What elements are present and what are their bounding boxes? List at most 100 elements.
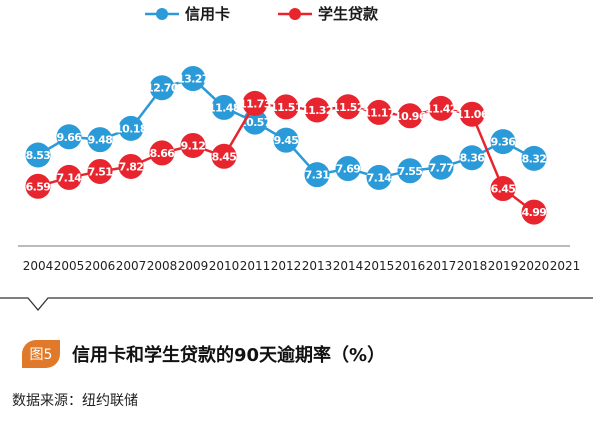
data-label: 9.66: [57, 131, 83, 144]
data-point: [118, 115, 144, 141]
data-label: 7.51: [88, 165, 113, 178]
data-point: [211, 94, 237, 120]
x-tick-label: 2008: [147, 259, 178, 273]
legend-label: 学生贷款: [318, 5, 379, 23]
data-point: [366, 99, 392, 125]
data-point: [149, 140, 175, 166]
data-point: [242, 90, 268, 116]
data-label: 11.52: [332, 101, 364, 114]
x-tick-label: 2013: [302, 259, 333, 273]
data-label: 4.99: [522, 206, 547, 219]
data-label: 7.69: [336, 163, 361, 176]
data-point: [459, 101, 485, 127]
data-point: [397, 158, 423, 184]
data-point: [335, 94, 361, 120]
chart-title: 信用卡和学生贷款的90天逾期率（%）: [72, 345, 386, 366]
data-label: 7.14: [57, 171, 83, 184]
data-label: 8.66: [150, 147, 176, 160]
x-tick-label: 2017: [426, 259, 457, 273]
x-tick-label: 2014: [333, 259, 364, 273]
legend-item: 信用卡: [145, 5, 230, 23]
data-label: 7.55: [398, 165, 423, 178]
data-point: [490, 129, 516, 155]
data-label: 8.53: [26, 149, 51, 162]
data-label: 11.48: [208, 101, 240, 114]
data-label: 13.27: [177, 73, 209, 86]
data-point: [397, 103, 423, 129]
x-tick-label: 2020: [519, 259, 550, 273]
data-point: [521, 199, 547, 225]
legend: 信用卡 学生贷款: [145, 5, 379, 23]
data-point: [490, 176, 516, 202]
data-label: 9.36: [491, 136, 517, 149]
data-point: [56, 124, 82, 150]
figure-badge: 图5: [22, 340, 60, 368]
data-point: [273, 127, 299, 153]
data-label: 11.06: [456, 108, 489, 121]
x-tick-label: 2007: [116, 259, 147, 273]
data-label: 11.42: [425, 102, 457, 115]
data-label: 11.73: [239, 97, 271, 110]
figure-caption: 图5 信用卡和学生贷款的90天逾期率（%）: [22, 340, 385, 368]
data-point: [211, 143, 237, 169]
data-point: [56, 164, 82, 190]
x-tick-label: 2019: [488, 259, 519, 273]
data-label: 8.45: [212, 150, 237, 163]
x-tick-label: 2012: [271, 259, 302, 273]
legend-marker: [156, 8, 168, 20]
data-label: 9.48: [88, 134, 113, 147]
data-label: 9.45: [274, 134, 299, 147]
x-tick-label: 2011: [240, 259, 271, 273]
legend-label: 信用卡: [185, 5, 230, 23]
x-tick-label: 2016: [395, 259, 426, 273]
data-label: 9.12: [181, 139, 206, 152]
x-tick-label: 2009: [178, 259, 209, 273]
data-point: [304, 97, 330, 123]
data-label: 10.96: [394, 110, 427, 123]
data-point: [180, 66, 206, 92]
data-label: 10.18: [115, 122, 147, 135]
legend-item: 学生贷款: [278, 5, 379, 23]
x-tick-label: 2018: [457, 259, 488, 273]
legend-marker: [289, 8, 301, 20]
data-label: 8.36: [460, 152, 486, 165]
x-tick-label: 2015: [364, 259, 395, 273]
x-tick-label: 2021: [550, 259, 581, 273]
data-label: 7.77: [429, 161, 454, 174]
data-label: 7.14: [367, 171, 393, 184]
data-point: [118, 153, 144, 179]
data-point: [25, 142, 51, 168]
source-note: 数据来源：纽约联储: [12, 393, 138, 409]
data-point: [180, 132, 206, 158]
data-point: [273, 94, 299, 120]
x-tick-label: 2010: [209, 259, 240, 273]
x-axis: 2004 2005 2006 2007 2008 2009 2010 2011 2012 2013…: [18, 245, 581, 273]
x-tick-label: 2006: [85, 259, 116, 273]
data-point: [87, 158, 113, 184]
data-point: [335, 156, 361, 182]
data-label: 11.51: [270, 101, 302, 114]
x-tick-label: 2005: [54, 259, 85, 273]
data-label: 7.82: [119, 160, 144, 173]
data-point: [428, 154, 454, 180]
data-point: [87, 127, 113, 153]
data-label: 6.59: [26, 180, 51, 193]
data-label: 7.31: [305, 169, 330, 182]
x-tick-label: 2004: [23, 259, 54, 273]
data-point: [25, 173, 51, 199]
data-label: 11.32: [301, 104, 333, 117]
data-point: [428, 95, 454, 121]
data-label: 11.17: [363, 106, 395, 119]
data-label: 8.32: [522, 152, 547, 165]
data-label: 12.70: [146, 82, 179, 95]
data-label: 10.57: [239, 116, 271, 129]
divider: [0, 297, 593, 312]
data-point: [149, 75, 175, 101]
data-point: [521, 145, 547, 171]
data-point: [304, 162, 330, 188]
data-label: 6.45: [491, 183, 516, 196]
